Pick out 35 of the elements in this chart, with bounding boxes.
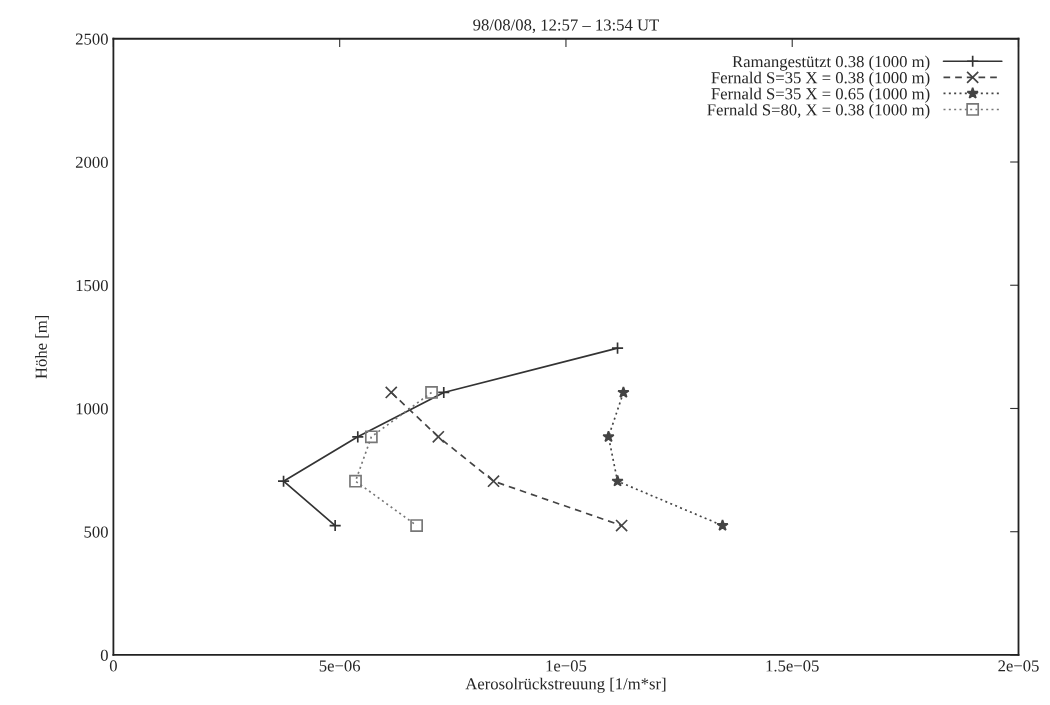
point <box>425 386 438 399</box>
y-tick-label: 2000 <box>75 156 108 168</box>
y-tick-label: 1500 <box>76 279 108 292</box>
point <box>617 386 630 398</box>
x-tick-label: 1.5e−05 <box>766 660 819 672</box>
point <box>437 386 451 399</box>
y-tick-label: 0 <box>100 649 108 661</box>
point <box>410 519 423 532</box>
point <box>349 474 362 488</box>
point <box>615 519 629 532</box>
chart-title: 98/08/08, 12:57 – 13:54 UT <box>473 19 659 33</box>
y-axis-title: Höhe [m] <box>35 315 49 379</box>
x-tick-label: 0 <box>109 660 117 672</box>
point <box>602 430 615 443</box>
legend-label: Fernald S=35 X = 0.38 (1000 m) <box>711 71 930 87</box>
point <box>277 474 290 488</box>
point <box>328 519 342 532</box>
point <box>364 430 378 444</box>
point <box>611 341 624 355</box>
legend-label: Fernald S=80, X = 0.38 (1000 m) <box>707 103 930 119</box>
point <box>431 430 445 444</box>
x-tick-label: 5e−06 <box>319 660 361 672</box>
legend-label: Ramangestützt 0.38 (1000 m) <box>732 55 930 71</box>
point <box>384 386 398 399</box>
y-tick-label: 500 <box>84 526 108 538</box>
point <box>487 474 500 488</box>
x-axis-title: Aerosolrückstreuung [1/m*sr] <box>465 677 666 693</box>
point <box>611 474 624 487</box>
x-tick-label: 2e−05 <box>998 660 1039 672</box>
point <box>716 519 729 531</box>
legend-label: Fernald S=35 X = 0.65 (1000 m) <box>711 87 930 103</box>
point <box>351 430 365 444</box>
y-tick-label: 2500 <box>75 33 108 45</box>
y-tick-label: 1000 <box>76 403 108 415</box>
x-tick-label: 1e−05 <box>546 660 587 672</box>
